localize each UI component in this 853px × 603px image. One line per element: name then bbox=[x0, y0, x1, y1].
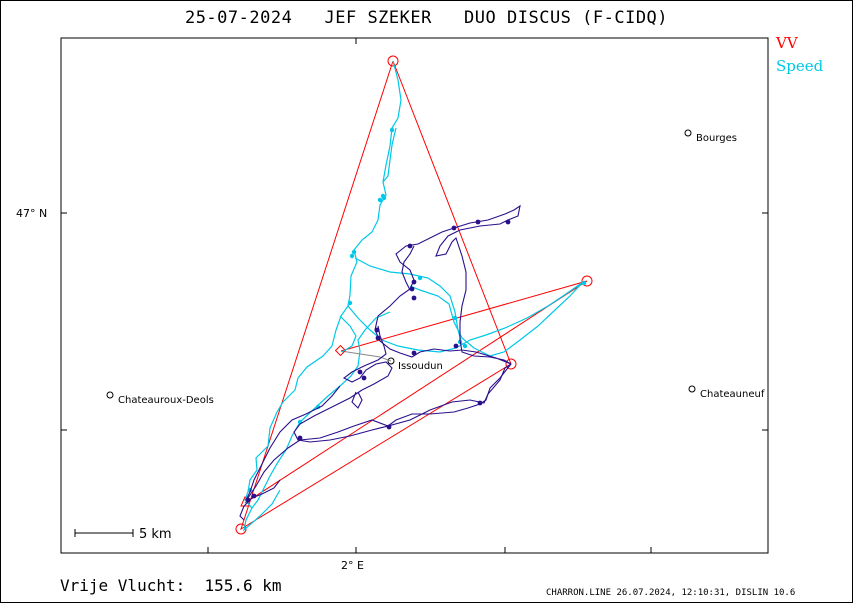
place-marker-issoudun: Issoudun bbox=[387, 357, 443, 372]
flight-track bbox=[239, 204, 521, 521]
task-route bbox=[235, 55, 593, 535]
svg-text:Bourges: Bourges bbox=[696, 133, 737, 144]
track-markers bbox=[245, 219, 511, 503]
place-marker-chateauroux-deols: Chateauroux-Deols bbox=[106, 391, 214, 406]
speed-markers bbox=[247, 127, 587, 493]
speed-track bbox=[243, 60, 584, 532]
credits-text: CHARRON.LINE 26.07.2024, 12:10:31, DISLI… bbox=[546, 588, 796, 598]
svg-text:Issoudun: Issoudun bbox=[398, 361, 443, 372]
issoudun-connector bbox=[340, 350, 392, 362]
distance-text: Vrije Vlucht: 155.6 km bbox=[60, 576, 282, 595]
page-title: 25-07-2024 JEF SZEKER DUO DISCUS (F-CIDQ… bbox=[184, 8, 669, 28]
svg-text:Chateauneuf: Chateauneuf bbox=[700, 389, 765, 400]
latitude-label: 47° N bbox=[16, 207, 47, 220]
axis-ticks bbox=[61, 38, 768, 553]
place-marker-bourges: Bourges bbox=[684, 129, 737, 144]
longitude-label: 2° E bbox=[341, 559, 364, 572]
svg-text:Chateauroux-Deols: Chateauroux-Deols bbox=[118, 395, 214, 406]
legend-vv: VV bbox=[776, 34, 798, 52]
scale-bar bbox=[74, 529, 134, 537]
place-marker-chateauneuf: Chateauneuf bbox=[688, 385, 765, 400]
legend-speed: Speed bbox=[776, 57, 824, 75]
plot-border bbox=[60, 37, 769, 554]
scale-bar-label: 5 km bbox=[139, 527, 172, 542]
